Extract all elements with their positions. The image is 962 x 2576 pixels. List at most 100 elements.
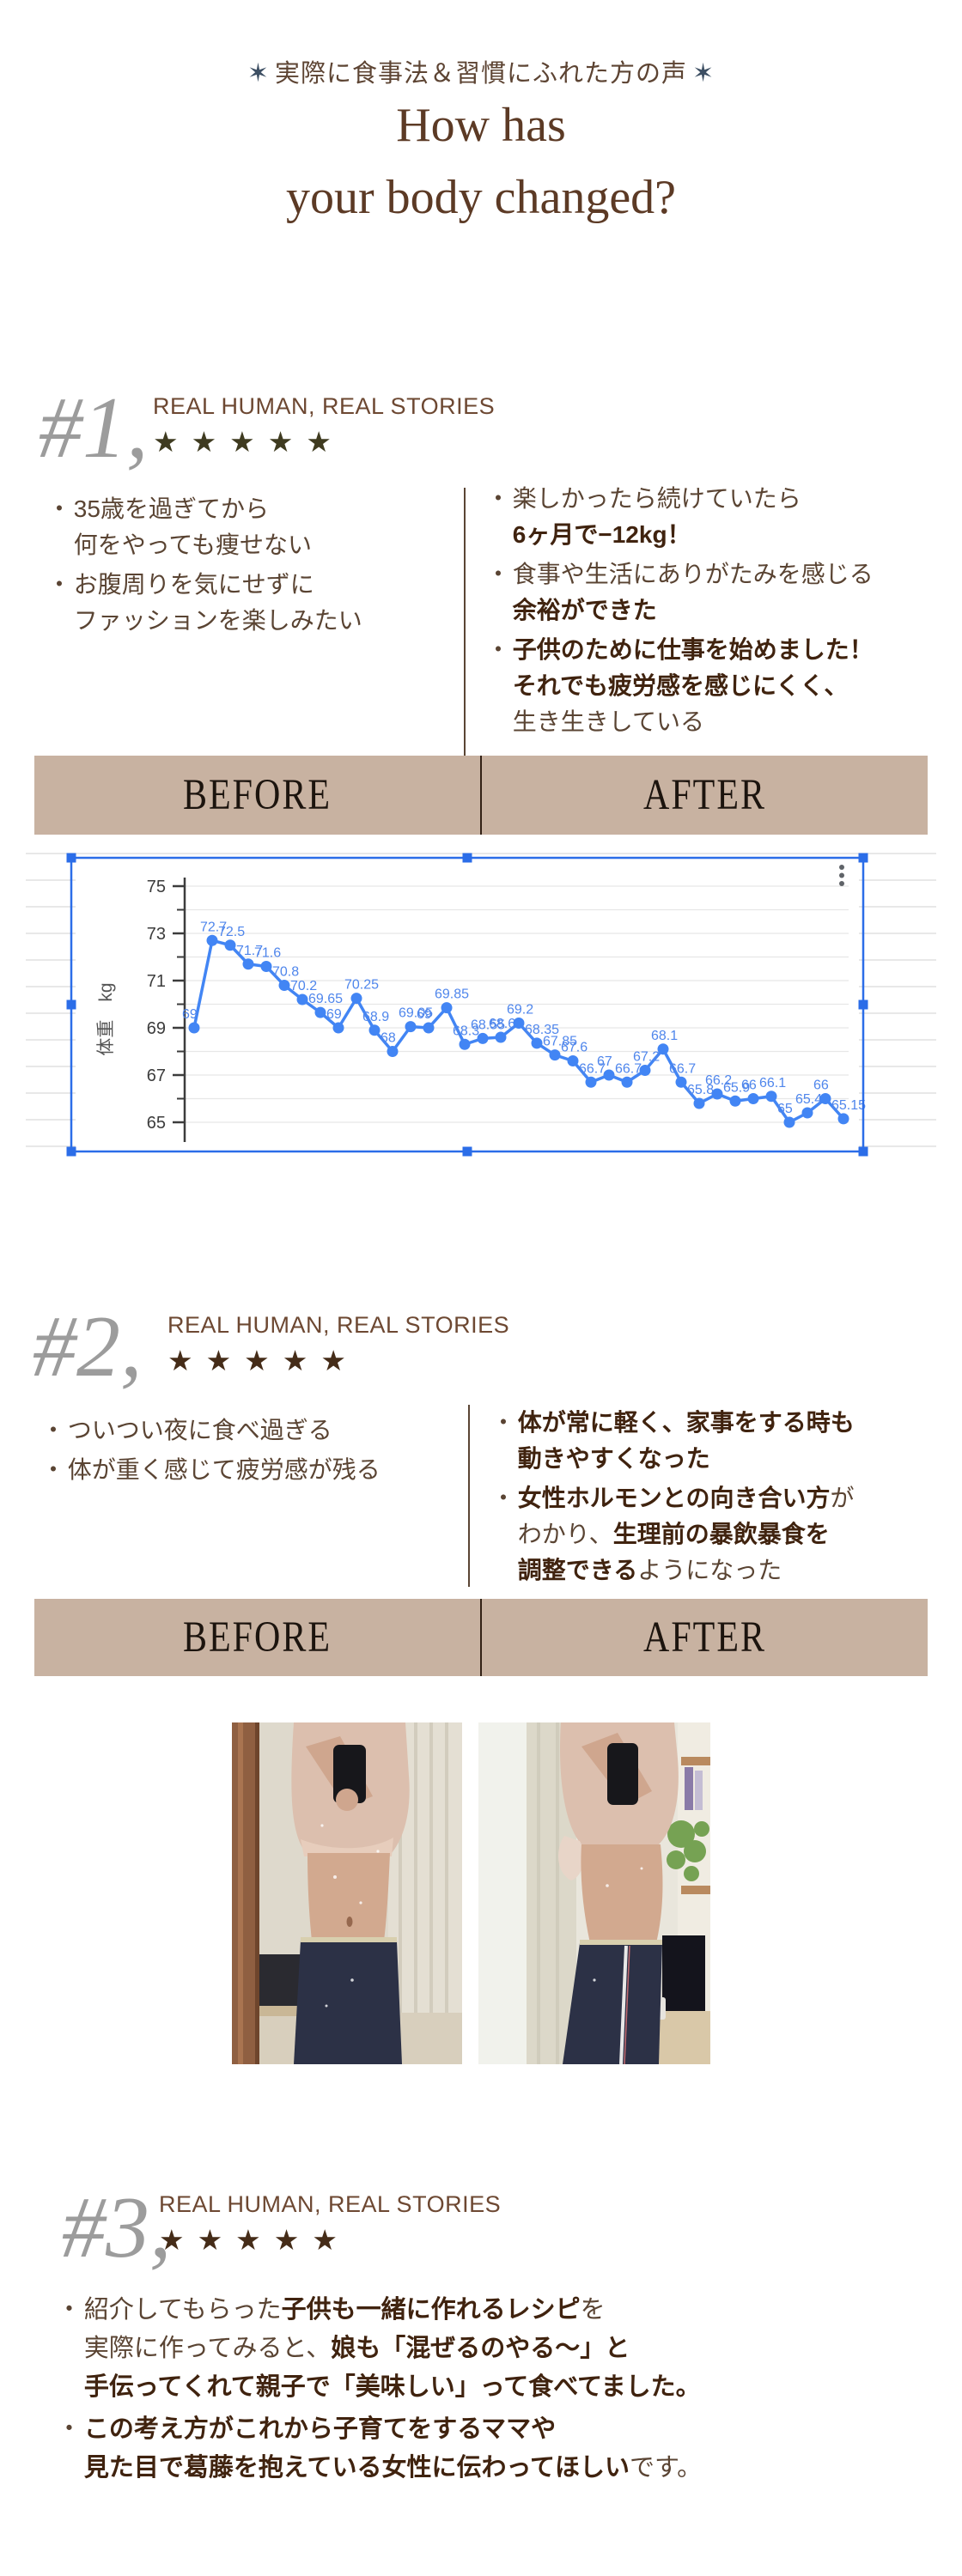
bullet-marker: ・ <box>57 2296 82 2324</box>
y-axis-tick-label: 67 <box>147 1066 166 1085</box>
bullet-marker: ・ <box>57 2415 82 2443</box>
testimonial3-eyebrow: REAL HUMAN, REAL STORIES <box>159 2191 502 2217</box>
testimonial1-after-bullets: ・楽しかったら続けていたら 6ヶ月で−12kg！・食事や生活にありがたみを感じる… <box>486 481 933 744</box>
data-point-label: 69 <box>417 1007 432 1022</box>
data-point-label: 68.55 <box>471 1018 505 1032</box>
data-point-label: 65 <box>777 1102 793 1116</box>
y-axis-tick-label: 71 <box>147 972 166 991</box>
before-photo-mirror-selfie-front <box>232 1722 462 2064</box>
y-axis-tick-label: 73 <box>147 925 166 944</box>
data-point-label: 69 <box>326 1007 342 1022</box>
data-point-label: 65.4 <box>795 1092 822 1107</box>
kebab-menu-icon[interactable] <box>839 865 844 870</box>
data-point-label: 66 <box>741 1078 757 1093</box>
before-after-bar-2: BEFORE AFTER <box>34 1599 928 1676</box>
before-label: BEFORE <box>182 770 332 820</box>
y-axis-tick-label: 69 <box>147 1019 166 1038</box>
y-axis-tick-label: 75 <box>147 878 166 896</box>
bullet-item: ・紹介してもらった子供も一緒に作れるレシピを 実際に作ってみると、娘も「混ぜるの… <box>57 2291 924 2407</box>
before-after-divider <box>480 1599 482 1676</box>
testimonial3-number: #3, <box>62 2179 172 2276</box>
bullet-item: ・体が重く感じて疲労感が残る <box>41 1452 454 1488</box>
before-cell: BEFORE <box>34 1599 480 1676</box>
bullet-marker: ・ <box>41 1417 66 1443</box>
testimonial2-rating-stars: ★★★★★ <box>167 1345 359 1376</box>
data-point-label: 66 <box>813 1078 829 1093</box>
page-title: How has your body changed? <box>0 89 962 234</box>
before-cell: BEFORE <box>34 756 480 835</box>
bullet-item: ・ 35歳を過ぎてから 何をやっても痩せない <box>47 491 455 563</box>
bullet-item: ・体が常に軽く、家事をする時も 動きやすくなった <box>491 1405 938 1477</box>
y-axis-title: 体重 kg <box>96 982 116 1055</box>
kebab-menu-icon[interactable] <box>839 881 844 886</box>
bullet-marker: ・ <box>486 485 511 512</box>
data-point-label: 72.7 <box>200 920 227 934</box>
data-point-label: 66.7 <box>669 1061 696 1076</box>
y-axis-tick-label: 65 <box>147 1114 166 1133</box>
selection-handle[interactable] <box>462 1146 472 1157</box>
bullet-item: ・お腹周りを気にせずに ファッションを楽しみたい <box>47 567 455 639</box>
testimonial3-rating-stars: ★★★★★ <box>159 2224 350 2256</box>
bullet-marker: ・ <box>486 636 511 663</box>
data-point-label: 65.8 <box>687 1083 714 1097</box>
after-photo-mirror-selfie-side <box>478 1722 710 2064</box>
before-after-bar-1: BEFORE AFTER <box>34 756 928 835</box>
kebab-menu-icon[interactable] <box>839 872 844 878</box>
bullet-item: ・女性ホルモンとの向き合い方が わかり、生理前の暴飲暴食を 調整できるようになっ… <box>491 1480 938 1589</box>
after-cell: AFTER <box>482 756 928 835</box>
testimonial1-before-bullets: ・ 35歳を過ぎてから 何をやっても痩せない・お腹周りを気にせずに ファッションを… <box>47 491 455 642</box>
column-divider <box>464 488 466 756</box>
after-label: AFTER <box>642 1613 766 1662</box>
bullet-item: ・ついつい夜に食べ過ぎる <box>41 1413 454 1449</box>
bullet-item: ・この考え方がこれから子育てをするママや 見た目で葛藤を抱えている女性に伝わって… <box>57 2410 924 2488</box>
testimonial1-eyebrow: REAL HUMAN, REAL STORIES <box>153 393 496 419</box>
testimonial2-number: #2, <box>33 1298 143 1395</box>
bullet-item: ・子供のために仕事を始めました！ それでも疲労感を感じにくく、 生き生きしている <box>486 632 933 740</box>
data-point-label: 70.8 <box>272 965 299 980</box>
data-point-label: 69.05 <box>399 1006 433 1021</box>
selection-handle[interactable] <box>462 853 472 863</box>
data-point-label: 70.2 <box>290 979 317 993</box>
data-point-label: 67.6 <box>561 1041 588 1055</box>
data-point-label: 66.7 <box>615 1061 642 1076</box>
data-point-label: 68.9 <box>362 1010 389 1024</box>
after-cell: AFTER <box>482 1599 928 1676</box>
data-point-label: 68.35 <box>525 1023 559 1037</box>
selection-handle[interactable] <box>66 1146 76 1157</box>
selection-handle[interactable] <box>858 853 868 863</box>
bullet-item: ・食事や生活にありがたみを感じる 余裕ができた <box>486 556 933 629</box>
sparkle-star-icon: ✶ <box>247 59 270 88</box>
data-point-label: 69.85 <box>435 987 469 1002</box>
before-label: BEFORE <box>182 1613 332 1662</box>
data-point-label: 71.7 <box>236 944 263 958</box>
data-point-label: 66.2 <box>705 1073 732 1088</box>
testimonial2-eyebrow: REAL HUMAN, REAL STORIES <box>167 1312 510 1338</box>
data-point-label: 68.1 <box>651 1029 678 1043</box>
data-point-label: 71.6 <box>254 946 281 961</box>
bullet-item: ・楽しかったら続けていたら 6ヶ月で−12kg！ <box>486 481 933 553</box>
sparkle-star-icon: ✶ <box>692 59 715 88</box>
testimonial2-before-bullets: ・ついつい夜に食べ過ぎる・体が重く感じて疲労感が残る <box>41 1413 454 1492</box>
column-divider <box>468 1405 470 1587</box>
selection-handle[interactable] <box>858 1146 868 1157</box>
bullet-marker: ・ <box>47 571 72 598</box>
testimonial1-rating-stars: ★★★★★ <box>153 426 344 458</box>
testimonial2-after-bullets: ・体が常に軽く、家事をする時も 動きやすくなった・女性ホルモンとの向き合い方が … <box>491 1405 938 1592</box>
selection-handle[interactable] <box>66 999 76 1010</box>
data-point-label: 65.15 <box>831 1098 866 1113</box>
data-point-label: 70.25 <box>344 978 379 993</box>
title-line1: How has <box>396 99 566 152</box>
selection-handle[interactable] <box>66 853 76 863</box>
bullet-marker: ・ <box>491 1485 516 1511</box>
after-label: AFTER <box>642 770 766 820</box>
data-point-label: 66.7 <box>579 1061 606 1076</box>
bullet-marker: ・ <box>47 495 72 522</box>
data-point-label: 65.9 <box>723 1080 750 1095</box>
data-point-label: 68.6 <box>489 1017 515 1031</box>
selection-handle[interactable] <box>858 999 868 1010</box>
data-point-label: 67 <box>597 1054 612 1069</box>
data-point-label: 69 <box>182 1007 198 1022</box>
data-point-label: 67.85 <box>543 1035 577 1049</box>
